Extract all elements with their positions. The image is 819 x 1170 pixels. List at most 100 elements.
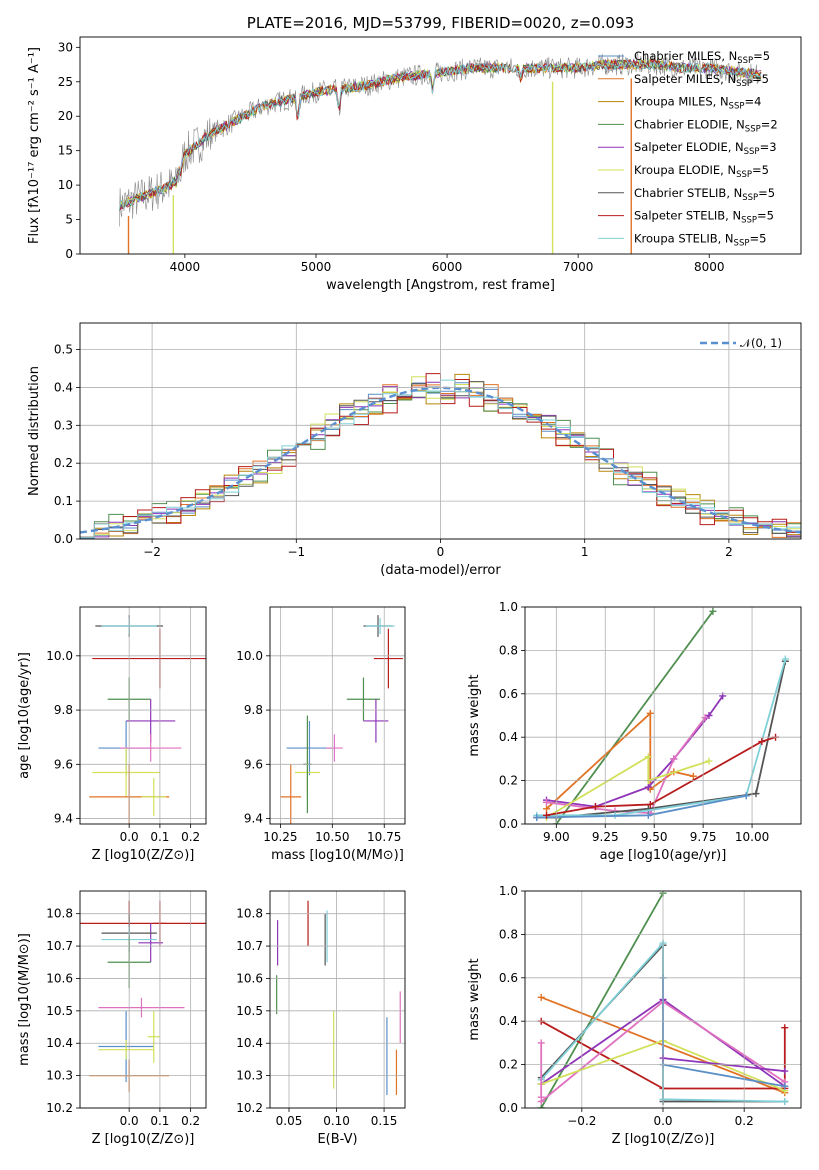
x-tick-label: 0.10 xyxy=(323,1114,350,1128)
legend-entry: Salpeter STELIB, NSSP=5 xyxy=(634,209,774,226)
y-tick-label: 5 xyxy=(65,213,73,227)
mass-weight-marker xyxy=(781,1082,789,1090)
y-tick-label: 10.0 xyxy=(46,649,73,663)
mass-weight-marker xyxy=(591,803,599,811)
x-tick-label: 5000 xyxy=(301,260,332,274)
mass-weight-marker xyxy=(646,800,654,808)
x-tick-label: 0.2 xyxy=(181,1114,200,1128)
x-axis-label: Z [log10(Z/Z⊙)] xyxy=(612,1132,715,1147)
model-spectrum-line xyxy=(118,58,762,211)
y-axis-label: Flux [fλ10⁻¹⁷ erg cm⁻² s⁻¹ A⁻¹] xyxy=(27,47,42,244)
y-tick-label: 15 xyxy=(58,144,73,158)
y-tick-label: 0.5 xyxy=(54,343,73,357)
x-tick-label: 7000 xyxy=(563,260,594,274)
y-axis-label: age [log10(age/yr)] xyxy=(17,652,32,779)
mass-weight-marker xyxy=(781,1067,789,1075)
x-tick-label: −0.2 xyxy=(567,1114,596,1128)
y-axis-label: mass weight xyxy=(467,674,482,756)
y-tick-label: 10.2 xyxy=(236,1101,263,1115)
residual-axes-frame xyxy=(79,322,802,540)
legend-entry: Chabrier ELODIE, NSSP=2 xyxy=(634,117,778,134)
y-tick-label: 10.3 xyxy=(46,1069,73,1083)
y-tick-label: 0.2 xyxy=(499,1058,518,1072)
age-Z-plot-area xyxy=(89,615,206,824)
x-tick-label: 9.50 xyxy=(641,830,668,844)
x-tick-label: 0.2 xyxy=(735,1114,754,1128)
x-tick-label: 9.00 xyxy=(543,830,570,844)
y-tick-label: 9.6 xyxy=(54,757,73,771)
y-tick-label: 0.0 xyxy=(499,1101,518,1115)
y-tick-label: 10.8 xyxy=(46,907,73,921)
x-tick-label: 0.05 xyxy=(276,1114,303,1128)
x-tick-label: 9.75 xyxy=(690,830,717,844)
mass-weight-marker xyxy=(752,790,760,798)
y-tick-label: 30 xyxy=(58,40,73,54)
mass-weight-line xyxy=(536,658,787,817)
y-tick-label: 10.7 xyxy=(236,939,263,953)
mass-weight-marker xyxy=(705,757,713,765)
y-axis-label: mass [log10(M/M⊙)] xyxy=(17,933,32,1066)
mass-EBV-axes-frame xyxy=(269,890,406,1109)
y-tick-label: 0.4 xyxy=(54,380,73,394)
x-tick-label: 0 xyxy=(437,545,445,559)
mass-weight-marker xyxy=(670,755,678,763)
x-tick-label: 10.00 xyxy=(735,830,769,844)
mass-weight-marker xyxy=(644,811,652,819)
mass-weight-line xyxy=(546,695,724,808)
weight-age-plot-area xyxy=(533,607,789,824)
y-tick-label: 10.5 xyxy=(236,1004,263,1018)
y-tick-label: 0 xyxy=(65,247,73,261)
mass-weight-marker xyxy=(537,1104,545,1108)
x-tick-label: −1 xyxy=(287,545,305,559)
y-tick-label: 0.2 xyxy=(54,456,73,470)
x-tick-label: 10.25 xyxy=(263,830,297,844)
x-tick-label: 0.0 xyxy=(120,1114,139,1128)
x-axis-label: Z [log10(Z/Z⊙)] xyxy=(92,848,195,863)
y-tick-label: 9.8 xyxy=(244,703,263,717)
spectrum-axes-frame xyxy=(79,36,802,255)
mass-weight-line xyxy=(540,1020,786,1090)
y-tick-label: 9.6 xyxy=(244,757,263,771)
x-tick-label: 2 xyxy=(725,545,733,559)
y-tick-label: 0.1 xyxy=(54,494,73,508)
y-tick-label: 0.0 xyxy=(499,817,518,831)
age-mass-axes-frame xyxy=(269,606,406,825)
y-tick-label: 0.3 xyxy=(54,418,73,432)
x-axis-label: Z [log10(Z/Z⊙)] xyxy=(92,1132,195,1147)
x-tick-label: 0.1 xyxy=(150,830,169,844)
legend-entry: Kroupa ELODIE, NSSP=5 xyxy=(634,163,769,180)
mass-weight-marker xyxy=(689,772,697,780)
mass-weight-marker xyxy=(644,783,652,791)
y-tick-label: 10.5 xyxy=(46,1004,73,1018)
x-tick-label: 0.1 xyxy=(150,1114,169,1128)
mass-weight-marker xyxy=(533,813,541,821)
legend-entry: Chabrier MILES, NSSP=5 xyxy=(634,49,770,66)
mass-weight-marker xyxy=(709,607,717,615)
mass-weight-marker xyxy=(742,792,750,800)
mass-weight-marker xyxy=(758,738,766,746)
x-tick-label: 0.2 xyxy=(181,830,200,844)
mass-weight-marker xyxy=(537,993,545,1001)
y-tick-label: 25 xyxy=(58,75,73,89)
chart-title: PLATE=2016, MJD=53799, FIBERID=0020, z=0… xyxy=(247,14,634,32)
model-spectrum-line xyxy=(118,59,762,211)
y-tick-label: 10.7 xyxy=(46,939,73,953)
y-tick-label: 10.0 xyxy=(236,649,263,663)
mass-weight-marker xyxy=(644,753,652,761)
mass-EBV-plot-area xyxy=(276,900,401,1096)
y-tick-label: 10.6 xyxy=(46,971,73,985)
y-tick-label: 0.6 xyxy=(499,687,518,701)
y-tick-label: 9.4 xyxy=(244,812,263,826)
x-tick-label: 9.25 xyxy=(592,830,619,844)
x-tick-label: 1 xyxy=(581,545,589,559)
mass-weight-marker xyxy=(705,712,713,719)
y-tick-label: 20 xyxy=(58,109,73,123)
y-tick-label: 0.0 xyxy=(54,532,73,546)
x-axis-label: (data-model)/error xyxy=(380,563,501,578)
y-tick-label: 10 xyxy=(58,178,73,192)
x-tick-label: 6000 xyxy=(432,260,463,274)
legend-entry: Salpeter MILES, NSSP=5 xyxy=(634,72,769,89)
y-tick-label: 10.3 xyxy=(236,1069,263,1083)
x-tick-label: −2 xyxy=(143,545,161,559)
observed-spectrum-line xyxy=(119,52,762,227)
